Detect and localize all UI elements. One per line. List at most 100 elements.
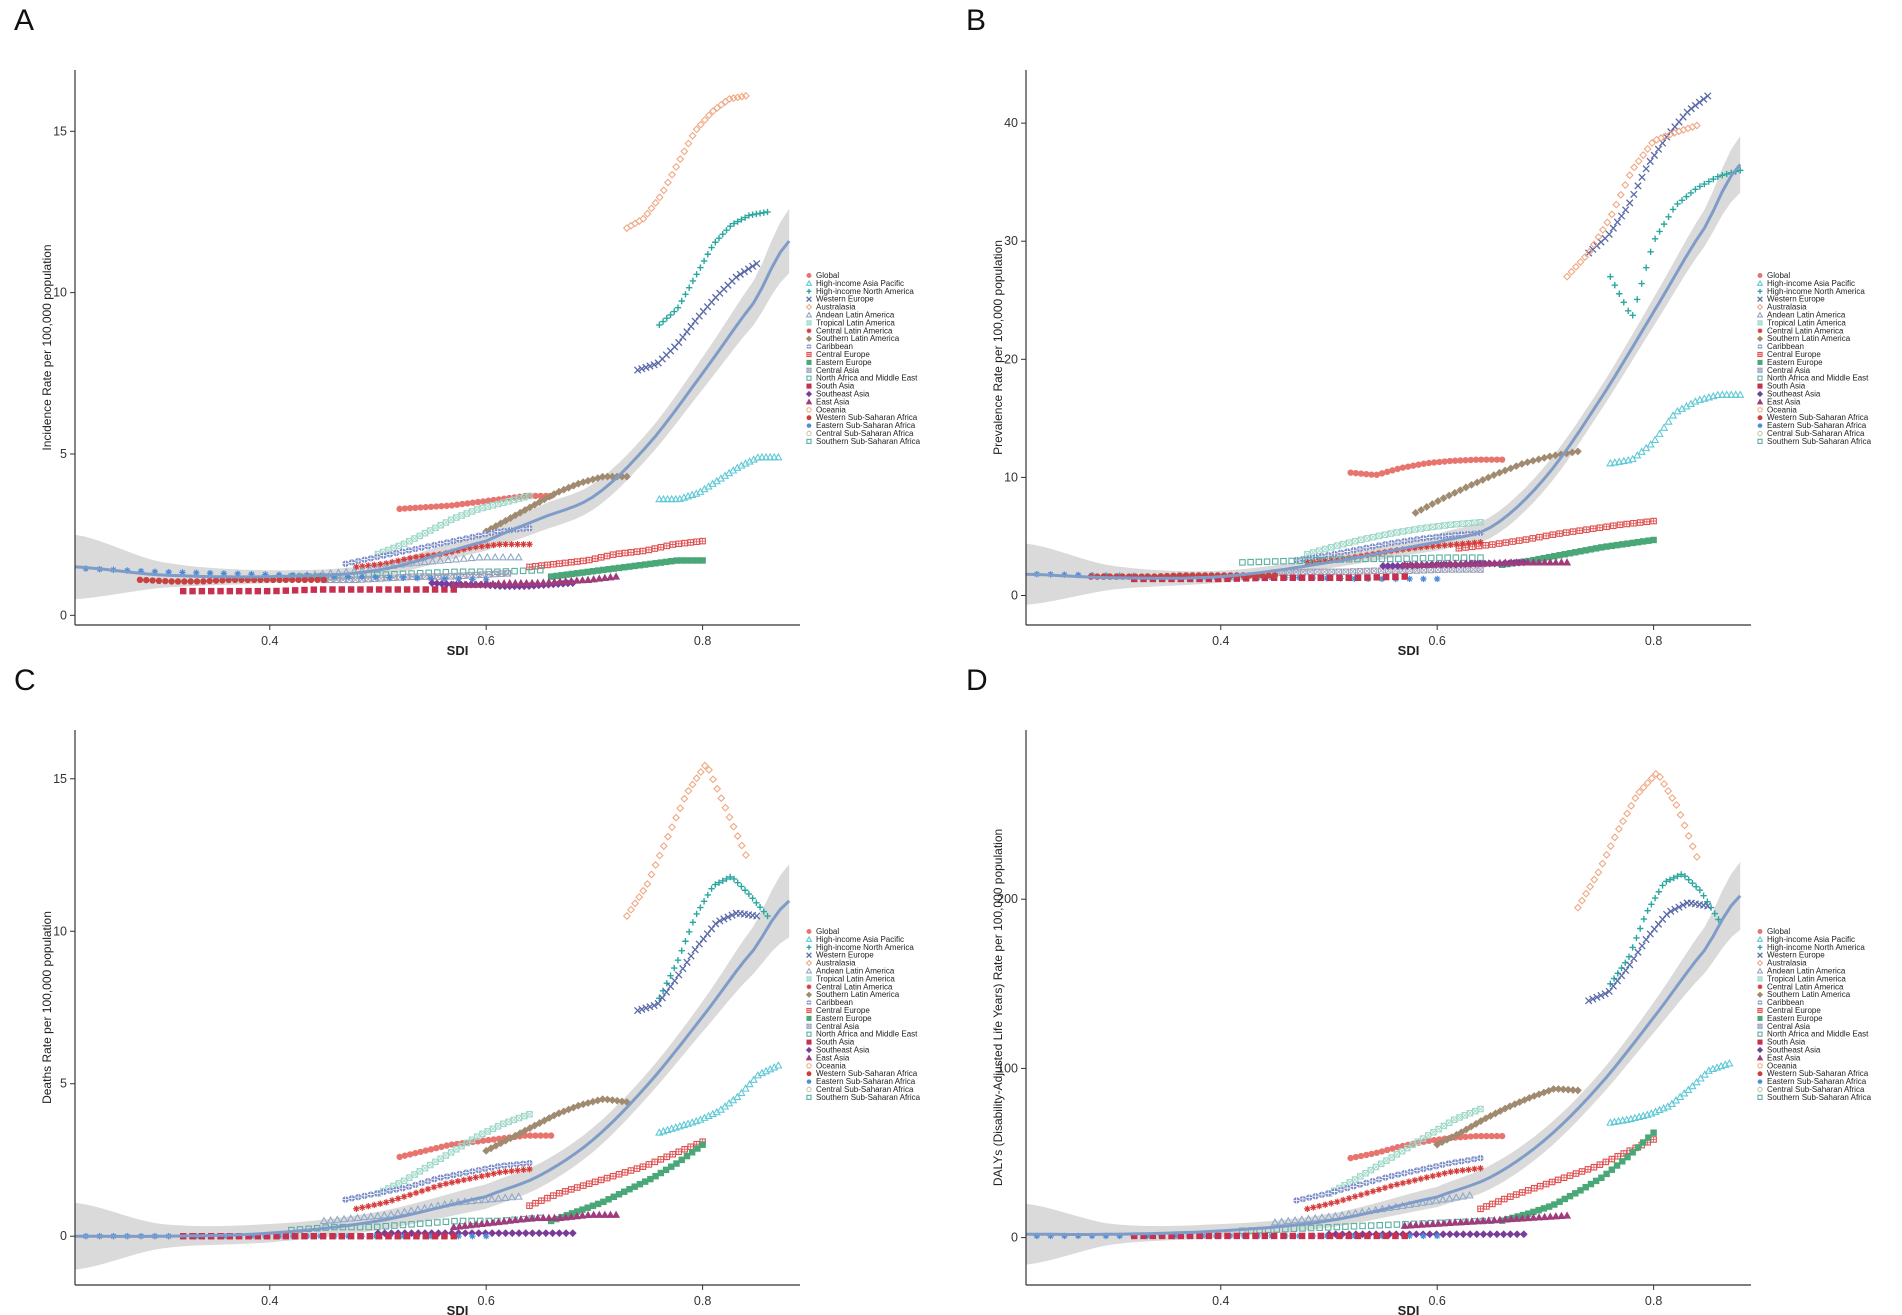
data-point: Central Latin America (1387, 1182, 1395, 1190)
data-point: Western Europe (1638, 173, 1646, 181)
data-point: Andean Latin America (507, 1192, 517, 1201)
data-point: Southern Latin America (608, 1096, 617, 1105)
chart-panel-dalys: AustralasiaAustralasiaAustralasiaAustral… (991, 730, 1872, 1315)
data-point: Eastern Europe (594, 567, 602, 574)
data-point: Caribbean (1369, 543, 1376, 550)
data-point: Tropical Latin America (526, 1110, 533, 1118)
data-point: South Asia (226, 587, 234, 595)
legend-marker (805, 935, 813, 942)
data-point: South Asia (1214, 1232, 1222, 1240)
data-point: Western Europe (1675, 903, 1683, 911)
data-point: High-income North America (1651, 235, 1659, 242)
data-point: South Asia (301, 586, 308, 594)
data-point: Eastern Europe (610, 565, 618, 572)
legend-marker (806, 1039, 812, 1045)
legend-label: Central Asia (1767, 366, 1811, 375)
data-point: South Asia (310, 1232, 318, 1240)
data-point: South Asia (235, 587, 243, 595)
legend-item-australasia: Australasia (805, 303, 856, 312)
data-point: Central Latin America (394, 557, 402, 564)
data-point: Southern Latin America (491, 1141, 500, 1150)
data-point: Tropical Latin America (426, 1161, 434, 1169)
legend-item-east-asia: East Asia (1756, 397, 1801, 406)
data-point: Central Europe (633, 548, 641, 555)
data-point: Australasia (626, 905, 635, 914)
data-point: Australasia (733, 832, 742, 841)
panel-letter-d: D (966, 664, 988, 697)
data-point: Eastern Sub-Saharan Africa (1378, 1232, 1386, 1240)
data-point: High-income North America (663, 315, 670, 322)
legend-item-southern-latin-america: Southern Latin America (1756, 990, 1851, 999)
data-point: Eastern Europe (636, 562, 644, 569)
legend-item-central-europe: Central Europe (1757, 1006, 1821, 1015)
data-point: South Asia (282, 1232, 290, 1240)
data-point: Southern Latin America (1422, 503, 1431, 511)
data-point: High-income North America (1642, 264, 1650, 271)
data-point: East Asia (1490, 1215, 1499, 1224)
data-point: Central Latin America (1423, 543, 1430, 550)
data-point: Global (1493, 456, 1501, 463)
data-point: East Asia (1406, 1221, 1415, 1229)
data-point: Tropical Latin America (479, 504, 486, 512)
data-point: Western Europe (695, 940, 703, 948)
data-point: East Asia (1473, 559, 1482, 567)
legend-label: East Asia (1767, 397, 1801, 406)
data-point: High-income Asia Pacific (1610, 458, 1619, 466)
data-point: East Asia (589, 575, 598, 583)
data-point: Western Europe (744, 265, 753, 273)
data-point: Eastern Europe (1556, 1198, 1563, 1205)
data-point: Australasia (668, 823, 676, 832)
data-point: Global (1394, 465, 1401, 473)
data-point: Global (406, 504, 414, 512)
data-point: Andean Latin America (506, 552, 515, 561)
data-point: Southeast Asia (548, 1229, 557, 1238)
data-point: Western Europe (1617, 971, 1626, 980)
data-point: North Africa and Middle East (1316, 1224, 1323, 1231)
legend-marker (1756, 390, 1764, 398)
data-point: Australasia (1619, 817, 1627, 826)
data-point: High-income North America (712, 881, 719, 888)
legend-marker (806, 1023, 812, 1029)
data-point: Caribbean (361, 556, 368, 563)
legend-marker (1757, 407, 1763, 413)
data-point: Western Europe (666, 982, 675, 991)
data-point: Central Asia (472, 571, 480, 579)
data-point: Tropical Latin America (1435, 522, 1442, 530)
data-point: High-income Asia Pacific (1727, 390, 1736, 398)
data-point: Western Sub-Saharan Africa (200, 578, 207, 585)
data-point: East Asia (567, 576, 576, 584)
legend-marker (805, 398, 813, 405)
data-point: Central Latin America (496, 541, 503, 548)
data-point: Western Sub-Saharan Africa (143, 576, 150, 584)
data-point: Southeast Asia (474, 1229, 483, 1238)
data-point: Global (1462, 457, 1469, 464)
data-point: Eastern Europe (621, 564, 628, 571)
data-point: Western Europe (1617, 212, 1626, 220)
data-point: Western Europe (1704, 92, 1712, 100)
legend-label: Australasia (816, 959, 856, 968)
confidence-ribbon (1026, 862, 1741, 1265)
data-point: Central Europe (1536, 1182, 1544, 1190)
data-point: Central Europe (1542, 1180, 1550, 1188)
data-point: Caribbean (1363, 1179, 1370, 1187)
legend-label: Andean Latin America (1767, 967, 1846, 976)
data-point: Caribbean (424, 1177, 432, 1185)
data-point: Global (547, 1132, 555, 1139)
data-point: Australasia (1631, 794, 1640, 803)
legend-label: Southern Sub-Saharan Africa (1767, 437, 1872, 446)
data-point: Global (1347, 469, 1354, 476)
data-point: Western Europe (1687, 105, 1695, 113)
data-point: Andean Latin America (483, 552, 492, 561)
y-tick-label: 100 (997, 1061, 1018, 1075)
data-point: Andean Latin America (1284, 1216, 1293, 1225)
legend-marker (806, 375, 812, 381)
data-point: Central Latin America (1411, 1177, 1419, 1184)
data-point: Andean Latin America (353, 1213, 362, 1221)
data-point: Southern Latin America (535, 1119, 544, 1127)
data-point: South Asia (413, 586, 420, 593)
data-point: Southern Latin America (1442, 1135, 1451, 1144)
data-point: Tropical Latin America (1465, 519, 1472, 527)
data-point: High-income North America (734, 218, 741, 225)
data-point: Western Europe (642, 363, 650, 372)
data-point: Andean Latin America (1304, 1214, 1313, 1223)
